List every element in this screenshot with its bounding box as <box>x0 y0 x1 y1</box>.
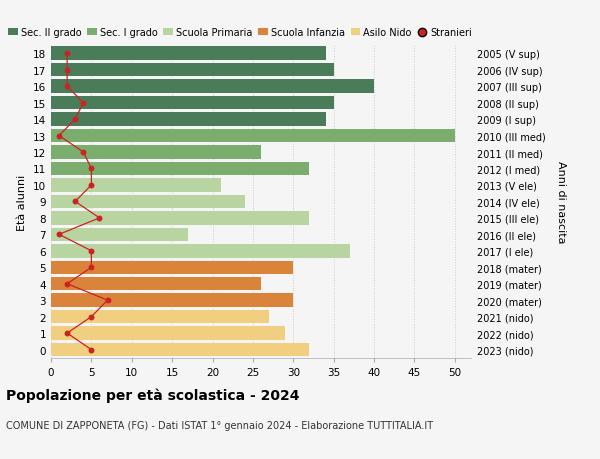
Bar <box>51 294 293 307</box>
Legend: Sec. II grado, Sec. I grado, Scuola Primaria, Scuola Infanzia, Asilo Nido, Stran: Sec. II grado, Sec. I grado, Scuola Prim… <box>8 28 472 38</box>
Bar <box>51 162 310 176</box>
Point <box>70 198 80 206</box>
Bar <box>51 228 188 241</box>
Bar <box>51 179 221 192</box>
Bar <box>51 261 293 274</box>
Point <box>62 280 72 288</box>
Point <box>86 346 96 353</box>
Point <box>62 50 72 58</box>
Bar <box>51 277 261 291</box>
Bar <box>51 113 326 127</box>
Point <box>62 330 72 337</box>
Bar <box>51 97 334 110</box>
Bar <box>51 129 455 143</box>
Bar <box>51 195 245 209</box>
Point <box>62 83 72 90</box>
Bar <box>51 146 261 159</box>
Point <box>70 116 80 123</box>
Bar <box>51 327 285 340</box>
Point <box>79 149 88 157</box>
Point <box>103 297 112 304</box>
Point <box>79 100 88 107</box>
Point <box>54 231 64 239</box>
Bar <box>51 343 310 357</box>
Y-axis label: Età alunni: Età alunni <box>17 174 28 230</box>
Y-axis label: Anni di nascita: Anni di nascita <box>556 161 566 243</box>
Bar <box>51 64 334 77</box>
Bar <box>51 80 374 94</box>
Point <box>86 247 96 255</box>
Point <box>86 165 96 173</box>
Text: Popolazione per età scolastica - 2024: Popolazione per età scolastica - 2024 <box>6 388 299 403</box>
Bar <box>51 212 310 225</box>
Bar <box>51 245 350 258</box>
Point <box>86 182 96 189</box>
Text: COMUNE DI ZAPPONETA (FG) - Dati ISTAT 1° gennaio 2024 - Elaborazione TUTTITALIA.: COMUNE DI ZAPPONETA (FG) - Dati ISTAT 1°… <box>6 420 433 430</box>
Point <box>95 215 104 222</box>
Point <box>54 133 64 140</box>
Point <box>62 67 72 74</box>
Bar <box>51 310 269 324</box>
Point <box>86 313 96 321</box>
Bar <box>51 47 326 61</box>
Point <box>86 264 96 271</box>
